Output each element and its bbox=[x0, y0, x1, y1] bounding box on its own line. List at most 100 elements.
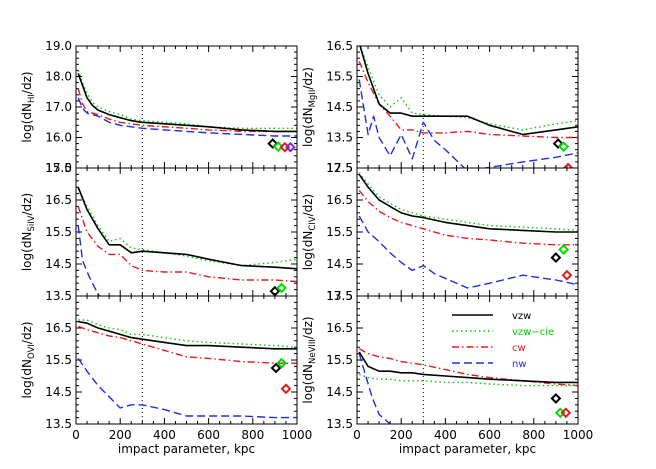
y-tick-label: 14.5 bbox=[326, 100, 353, 114]
panel-ovi: 13.514.515.516.50 200 400 600 800 1000log(dNO… bbox=[20, 295, 313, 442]
observation-diamond-marker bbox=[276, 357, 287, 369]
series-line-vzw bbox=[77, 73, 297, 133]
y-tick-label: 17.5 bbox=[326, 161, 353, 175]
y-tick-label: 16.5 bbox=[326, 321, 353, 335]
y-tick-label: 16.5 bbox=[326, 39, 353, 53]
panel-data-layer bbox=[77, 46, 297, 168]
x-tick-label: 800 bbox=[522, 428, 545, 442]
y-tick-label: 15.0 bbox=[45, 161, 72, 175]
series-line-cw bbox=[77, 206, 297, 283]
panel-data-layer bbox=[77, 168, 297, 296]
legend-label-nw: nw bbox=[512, 359, 527, 370]
y-label-suffix: /dz) bbox=[301, 67, 315, 90]
x-axis-label: impact parameter, kpc bbox=[399, 442, 536, 456]
y-tick-label: 15.5 bbox=[326, 70, 353, 84]
y-tick-label: 15.5 bbox=[45, 353, 72, 367]
y-label-prefix: log(dN bbox=[20, 232, 34, 272]
observation-diamond-marker bbox=[280, 383, 292, 395]
observation-diamond-marker bbox=[276, 282, 287, 294]
y-label-suffix: /dz) bbox=[20, 71, 34, 94]
x-tick-label: 1000 bbox=[563, 428, 594, 442]
x-tick-label: 600 bbox=[478, 428, 501, 442]
observation-diamond-marker bbox=[270, 362, 282, 374]
x-tick-label: 200 bbox=[390, 428, 413, 442]
observation-diamond-marker bbox=[272, 141, 284, 153]
y-tick-label: 13.5 bbox=[326, 131, 353, 145]
legend: vzw vzw−cie cw nw bbox=[452, 311, 554, 370]
observation-diamond-marker bbox=[560, 407, 572, 419]
y-axis-label: log(dNCIV/dz) bbox=[301, 194, 318, 270]
y-tick-label: 16.5 bbox=[45, 321, 72, 335]
series-line-nw bbox=[77, 225, 143, 296]
x-tick-label: 400 bbox=[434, 428, 457, 442]
y-label-prefix: log(dN bbox=[301, 364, 315, 404]
y-label-subscript: OVI bbox=[27, 344, 37, 359]
y-label-prefix: log(dN bbox=[20, 103, 34, 143]
series-line-cw bbox=[358, 189, 578, 246]
y-tick-label: 17.5 bbox=[45, 161, 72, 175]
y-label-prefix: log(dN bbox=[301, 107, 315, 147]
y-tick-label: 13.5 bbox=[326, 417, 353, 431]
observation-diamond-marker bbox=[550, 392, 562, 404]
series-line-cw bbox=[77, 88, 297, 133]
y-tick-label: 15.5 bbox=[326, 353, 353, 367]
y-tick-label: 15.5 bbox=[326, 225, 353, 239]
y-label-suffix: /dz) bbox=[301, 316, 315, 339]
y-label-prefix: log(dN bbox=[301, 231, 315, 271]
series-line-nw bbox=[77, 358, 297, 419]
y-label-suffix: /dz) bbox=[20, 193, 34, 216]
series-line-vzwcie bbox=[78, 319, 297, 348]
panel-data-layer bbox=[77, 296, 297, 424]
panel-data-layer bbox=[358, 296, 578, 424]
y-tick-label: 13.5 bbox=[45, 417, 72, 431]
x-axis-label: impact parameter, kpc bbox=[118, 442, 255, 456]
observation-diamond-marker bbox=[552, 138, 564, 150]
y-label-subscript: NeVIII bbox=[308, 339, 318, 364]
x-tick-label: 200 bbox=[109, 428, 132, 442]
series-line-vzw bbox=[358, 173, 578, 233]
panels-layer: 15.016.017.018.019.0log(dNHI/dz)12.513.5… bbox=[20, 39, 593, 456]
series-line-vzw bbox=[358, 351, 578, 384]
x-tick-label: 400 bbox=[153, 428, 176, 442]
observation-diamond-marker bbox=[562, 162, 574, 168]
panel-frame bbox=[356, 295, 579, 425]
y-label-suffix: /dz) bbox=[301, 194, 315, 217]
observation-diamond-marker bbox=[550, 252, 562, 264]
panel-frame bbox=[75, 295, 298, 425]
series-line-cw bbox=[77, 325, 297, 364]
observation-diamond-marker bbox=[269, 285, 281, 296]
panel-data-layer bbox=[358, 168, 578, 296]
x-tick-label: 1000 bbox=[282, 428, 313, 442]
x-tick-label: 800 bbox=[241, 428, 264, 442]
series-line-vzw bbox=[78, 320, 297, 350]
y-tick-label: 19.0 bbox=[45, 39, 72, 53]
observation-diamond-marker bbox=[558, 141, 570, 153]
y-axis-label: log(dNNeVIII/dz) bbox=[301, 316, 318, 403]
x-tick-label: 600 bbox=[197, 428, 220, 442]
panel-mgii: 12.5 13.5 14.5 15.5 16.5 log(dNMgII/dz) bbox=[301, 39, 579, 175]
legend-label-vzwcie: vzw−cie bbox=[512, 327, 554, 338]
series-line-vzwcie bbox=[359, 46, 578, 131]
x-tick-label: 0 bbox=[353, 428, 361, 442]
x-tick-label: 0 bbox=[72, 428, 80, 442]
y-tick-label: 13.5 bbox=[326, 289, 353, 303]
observation-diamond-marker bbox=[284, 141, 296, 153]
y-tick-label: 14.5 bbox=[326, 385, 353, 399]
y-axis-label: log(dNOVI/dz) bbox=[20, 321, 37, 398]
series-line-nw bbox=[77, 97, 297, 137]
y-label-prefix: log(dN bbox=[20, 359, 34, 399]
y-tick-label: 13.5 bbox=[45, 289, 72, 303]
panel-hi: 15.0 16.0 17.0 18.0 19.0 log(dNHI/dz) bbox=[20, 39, 298, 175]
legend-label-cw: cw bbox=[512, 343, 526, 354]
y-tick-label: 17.0 bbox=[45, 100, 72, 114]
observation-diamond-marker bbox=[267, 138, 279, 150]
series-line-nw bbox=[358, 79, 578, 168]
series-line-vzw bbox=[359, 46, 578, 136]
y-label-subscript: HI bbox=[27, 94, 37, 103]
y-tick-label: 16.5 bbox=[45, 193, 72, 207]
series-line-nw bbox=[358, 215, 578, 289]
y-tick-label: 17.5 bbox=[326, 289, 353, 303]
observation-diamond-marker bbox=[558, 244, 570, 256]
